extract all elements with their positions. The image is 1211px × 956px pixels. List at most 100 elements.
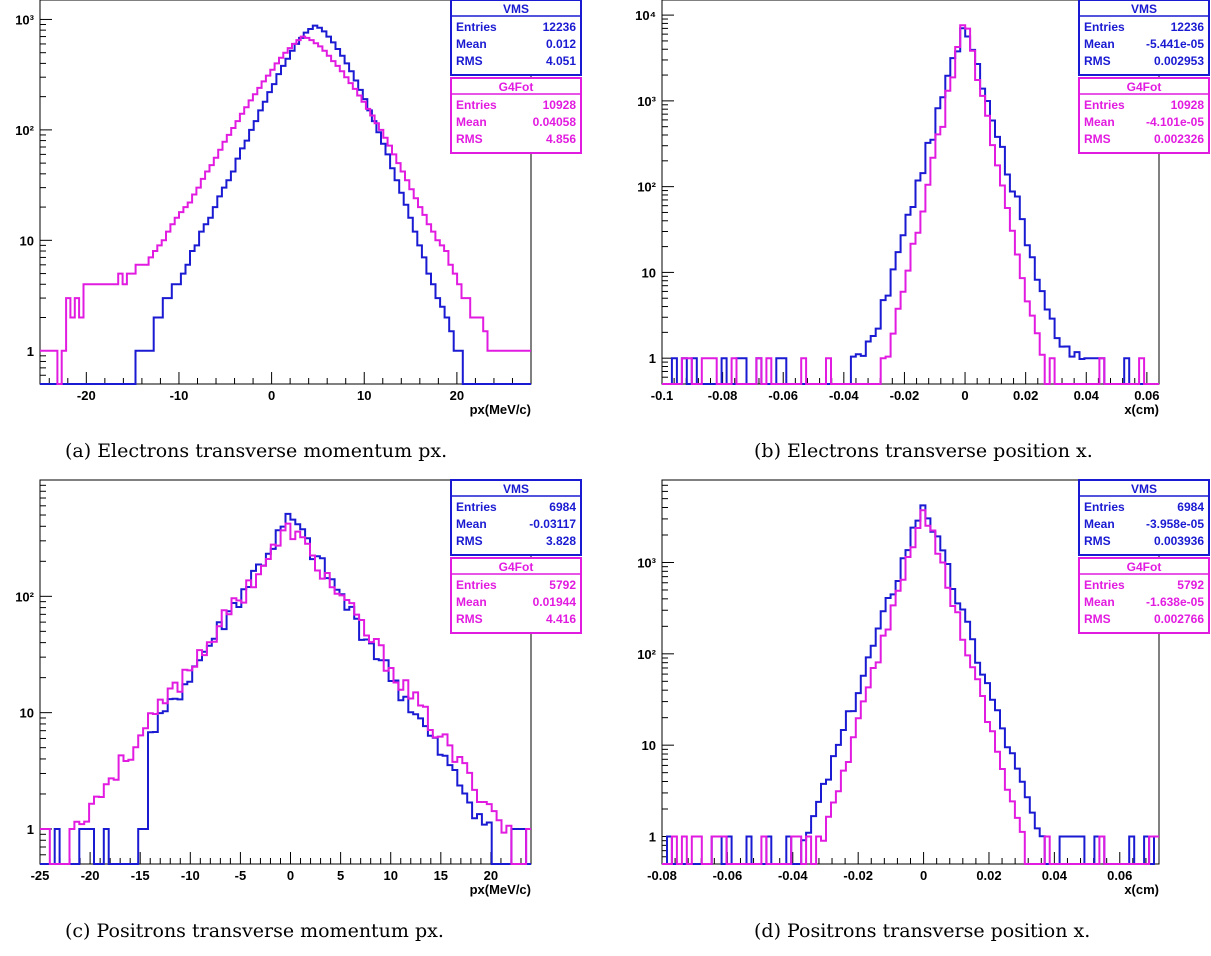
stats-label-mean: Mean [456,37,487,51]
stats-value-entries: 10928 [543,98,577,112]
stats-title: G4Fot [499,80,534,94]
x-tick-label: -0.1 [651,388,673,403]
caption-b: (b) Electrons transverse position x. [754,440,1093,462]
stats-value-mean: -5.441e-05 [1146,37,1204,51]
panel-b: 1 10 10² 10³ 10⁴ -0.1 -0.08 -0.06 -0.04 -0.02 0 0.0… [606,0,1211,470]
stats-title: G4Fot [499,560,534,574]
histogram-g4fot [662,509,1159,865]
x-tick-label: -0.08 [708,388,738,403]
y-tick-label: 10 [642,265,656,280]
stats-value-rms: 0.002953 [1154,54,1204,68]
stats-title: VMS [1131,482,1157,496]
chart-d: 1 10 10² 10³ -0.08 -0.06 -0.04 -0.02 0 0.02 0.04 0.… [637,479,1210,897]
x-tick-label: -5 [235,868,247,883]
plot-frame [39,0,532,385]
y-tick-label: 10 [20,706,34,721]
stats-label-rms: RMS [1084,54,1111,68]
panel-d: 1 10 10² 10³ -0.08 -0.06 -0.04 -0.02 0 0.02 0.04 0.… [606,479,1211,956]
x-tick-label: -0.04 [778,868,808,883]
stats-value-rms: 0.003936 [1154,534,1204,548]
histogram-vms [40,24,531,385]
y-tick-label: 10³ [637,555,656,570]
y-tick-label: 10 [20,233,34,248]
y-tick-label: 10⁴ [635,8,656,23]
stats-box-vms: VMS Entries 6984 Mean -0.03117 RMS 3.828 [450,479,582,556]
chart-a: 1 10 10² 10³ -20 -10 0 10 20 px(MeV/c) VMS Entries 1… [15,0,582,417]
x-tick-label: 0.02 [1013,388,1038,403]
y-tick-label: 10² [637,180,656,195]
stats-label-entries: Entries [1084,20,1125,34]
stats-label-mean: Mean [1084,37,1115,51]
x-tick-label: 20 [484,868,498,883]
x-tick-label: -10 [170,388,189,403]
x-tick-label: 0 [287,868,294,883]
x-tick-label: 0 [961,388,968,403]
stats-value-mean: -0.03117 [529,517,576,531]
stats-label-rms: RMS [1084,534,1111,548]
histogram-g4fot [40,35,531,385]
stats-value-entries: 5792 [1177,578,1204,592]
stats-label-rms: RMS [456,132,483,146]
stats-label-mean: Mean [456,115,487,129]
histogram-g4fot [662,24,1159,385]
stats-label-entries: Entries [456,500,497,514]
stats-label-rms: RMS [456,534,483,548]
histogram-g4fot [40,522,531,865]
histogram-vms [662,504,1159,865]
x-axis-label: x(cm) [1124,882,1159,897]
x-tick-label: -10 [181,868,200,883]
x-tick-label: 0.06 [1134,388,1159,403]
stats-label-rms: RMS [456,612,483,626]
stats-label-rms: RMS [456,54,483,68]
stats-value-mean: 0.04058 [533,115,577,129]
x-tick-label: 5 [337,868,344,883]
y-tick-label: 10³ [15,12,34,27]
caption-a: (a) Electrons transverse momentum px. [65,440,448,462]
x-tick-label: 15 [434,868,448,883]
stats-label-rms: RMS [1084,612,1111,626]
x-axis-label: x(cm) [1124,402,1159,417]
stats-label-mean: Mean [456,517,487,531]
stats-value-entries: 10928 [1171,98,1205,112]
x-tick-label: -0.08 [647,868,677,883]
stats-label-entries: Entries [456,20,497,34]
x-tick-label: 0 [920,868,927,883]
y-tick-label: 1 [27,344,34,359]
y-tick-label: 1 [649,830,656,845]
stats-title: G4Fot [1127,560,1162,574]
stats-label-entries: Entries [1084,578,1125,592]
stats-label-entries: Entries [456,578,497,592]
stats-label-entries: Entries [1084,500,1125,514]
panel-a: 1 10 10² 10³ -20 -10 0 10 20 px(MeV/c) VMS Entries 1… [0,0,600,470]
stats-box-vms: VMS Entries 12236 Mean 0.012 RMS 4.051 [450,0,582,76]
caption-d: (d) Positrons transverse position x. [754,920,1091,942]
x-tick-label: 0.02 [976,868,1001,883]
x-tick-label: -0.02 [843,868,873,883]
histogram-vms [40,512,531,865]
plot-frame [39,479,532,865]
stats-value-mean: -3.958e-05 [1146,517,1204,531]
stats-value-mean: 0.01944 [533,595,577,609]
stats-value-entries: 6984 [549,500,576,514]
stats-value-rms: 4.051 [546,54,576,68]
y-tick-label: 10³ [637,94,656,109]
stats-title: VMS [1131,2,1157,16]
x-tick-label: 0 [268,388,275,403]
x-tick-label: 0.04 [1074,388,1100,403]
stats-value-entries: 12236 [1171,20,1205,34]
stats-label-mean: Mean [1084,115,1115,129]
x-axis-label: px(MeV/c) [470,402,531,417]
x-tick-label: -15 [131,868,150,883]
y-tick-label: 10² [15,123,34,138]
x-tick-label: -20 [77,388,96,403]
stats-box-vms: VMS Entries 12236 Mean -5.441e-05 RMS 0.002953 [1078,0,1210,76]
x-tick-label: 10 [383,868,397,883]
stats-value-rms: 3.828 [546,534,576,548]
y-tick-label: 10 [642,738,656,753]
stats-value-rms: 0.002326 [1154,132,1204,146]
y-tick-label: 10² [15,589,34,604]
stats-value-entries: 12236 [543,20,577,34]
